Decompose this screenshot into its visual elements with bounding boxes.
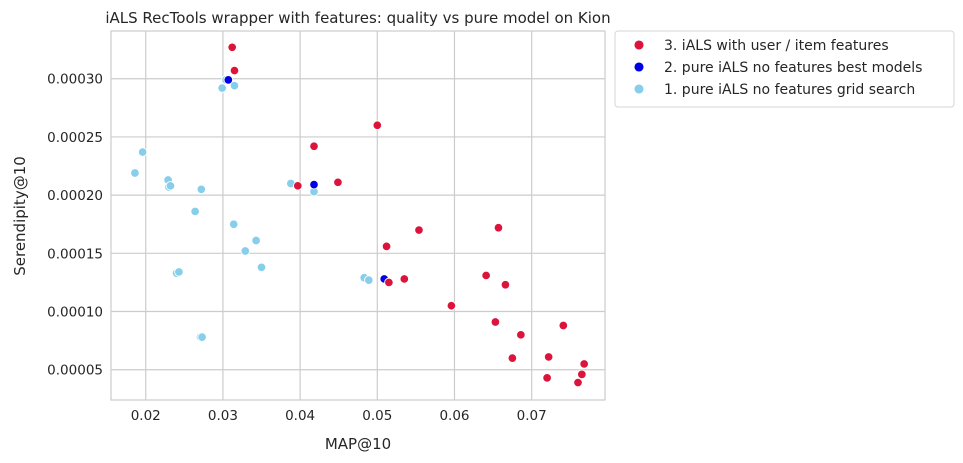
x-tick-label: 0.03 [208, 408, 238, 424]
legend-entry: 3. iALS with user / item features [664, 38, 889, 54]
y-tick-label: 0.00020 [47, 188, 103, 204]
y-tick-labels: 0.00005 0.00010 0.00015 0.00020 0.00025 0.000… [47, 72, 103, 379]
y-axis-label: Serendipity@10 [11, 156, 29, 276]
y-tick-label: 0.00005 [47, 363, 103, 379]
data-point [228, 219, 239, 229]
data-point [558, 320, 569, 331]
data-point [481, 270, 491, 281]
data-point [384, 277, 394, 288]
legend-marker [633, 61, 645, 73]
data-point [137, 147, 148, 157]
data-point [490, 317, 501, 327]
data-point [573, 377, 583, 388]
grid-lines [111, 31, 605, 400]
legend-entry: 2. pure iALS no features best models [664, 60, 922, 76]
data-point [516, 330, 526, 340]
data-point [196, 184, 207, 195]
data-point [240, 246, 251, 256]
data-points [130, 42, 589, 388]
data-point [579, 359, 589, 369]
data-point [256, 262, 267, 273]
legend-marker [633, 39, 645, 51]
data-point [507, 353, 518, 363]
data-point [223, 75, 234, 85]
data-point [309, 179, 319, 190]
data-point [399, 274, 410, 284]
plot-background [111, 31, 605, 400]
data-point [217, 83, 227, 93]
x-tick-label: 0.07 [517, 408, 547, 424]
data-point [333, 177, 343, 188]
y-tick-label: 0.00015 [47, 246, 103, 262]
data-point [381, 241, 392, 252]
legend-entry: 1. pure iALS no features grid search [664, 82, 915, 98]
data-point [197, 332, 207, 342]
data-point [446, 300, 457, 311]
data-point [414, 225, 424, 235]
data-point [543, 352, 554, 362]
data-point [190, 206, 200, 217]
x-tick-label: 0.06 [439, 408, 469, 424]
y-tick-label: 0.00030 [47, 72, 103, 88]
x-axis-label: MAP@10 [325, 435, 391, 453]
data-point [542, 373, 552, 383]
data-point [174, 267, 184, 277]
legend-marker [633, 83, 645, 95]
y-tick-label: 0.00025 [47, 130, 103, 146]
x-tick-labels: 0.02 0.03 0.04 0.05 0.06 0.07 [131, 408, 547, 424]
data-point [493, 222, 504, 233]
data-point [500, 280, 511, 290]
data-point [372, 120, 383, 131]
data-point [251, 235, 261, 246]
data-point [227, 42, 237, 53]
data-point [577, 369, 587, 380]
x-tick-label: 0.02 [131, 408, 161, 424]
data-point [229, 65, 240, 76]
data-point [293, 181, 303, 191]
x-tick-label: 0.04 [285, 408, 315, 424]
data-point [364, 275, 374, 285]
plot-frame [110, 30, 606, 401]
chart-title: iALS RecTools wrapper with features: qua… [105, 9, 610, 27]
legend-frame [614, 30, 955, 108]
legend: 3. iALS with user / item features 2. pure… [614, 30, 955, 108]
data-point [165, 181, 176, 191]
y-tick-label: 0.00010 [47, 305, 103, 321]
data-point [309, 141, 319, 151]
data-point [130, 168, 140, 178]
data-point [229, 80, 240, 91]
x-tick-label: 0.05 [362, 408, 392, 424]
